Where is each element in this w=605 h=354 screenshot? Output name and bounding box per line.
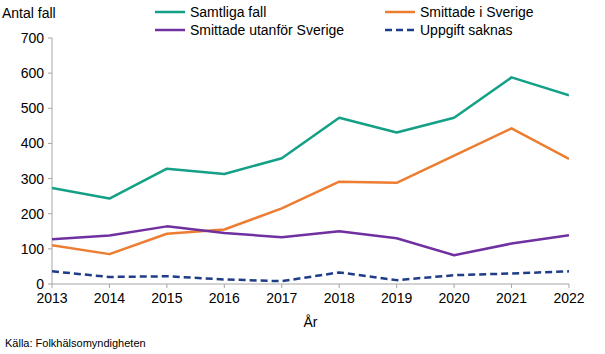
y-tick-label: 100: [21, 241, 45, 257]
x-tick-label: 2016: [209, 290, 240, 306]
legend-swatch: [385, 11, 415, 14]
y-tick-label: 300: [21, 171, 45, 187]
x-tick-label: 2014: [94, 290, 125, 306]
y-tick: [48, 213, 52, 214]
legend-label: Smittade i Sverige: [420, 4, 534, 20]
legend-label: Samtliga fall: [190, 4, 266, 20]
y-axis-label: Antal fall: [2, 5, 56, 21]
legend-swatch: [155, 11, 185, 14]
x-tick-label: 2020: [439, 290, 470, 306]
x-tick-label: 2013: [36, 290, 67, 306]
y-tick: [48, 284, 52, 285]
x-tick-label: 2017: [266, 290, 297, 306]
y-tick: [48, 73, 52, 74]
y-tick-label: 500: [21, 100, 45, 116]
y-tick-label: 600: [21, 65, 45, 81]
x-tick-label: 2019: [381, 290, 412, 306]
legend-label: Smittade utanför Sverige: [190, 22, 344, 38]
x-axis: [52, 284, 569, 285]
x-tick: [454, 284, 455, 288]
x-tick: [511, 284, 512, 288]
y-tick: [48, 38, 52, 39]
x-tick-label: 2021: [496, 290, 527, 306]
x-tick: [396, 284, 397, 288]
y-tick: [48, 108, 52, 109]
x-tick-label: 2022: [553, 290, 584, 306]
y-tick-label: 700: [21, 30, 45, 46]
x-axis-label: År: [304, 314, 318, 330]
legend-swatch: [155, 29, 185, 32]
y-tick-label: 200: [21, 206, 45, 222]
y-tick-label: 400: [21, 135, 45, 151]
x-tick-label: 2015: [151, 290, 182, 306]
legend-swatch: [385, 29, 415, 32]
y-tick: [48, 143, 52, 144]
x-tick: [166, 284, 167, 288]
x-tick: [569, 284, 570, 288]
x-tick: [52, 284, 53, 288]
source: Källa: Folkhälsomyndigheten: [5, 337, 146, 349]
y-tick: [48, 248, 52, 249]
x-tick: [224, 284, 225, 288]
x-tick-label: 2018: [324, 290, 355, 306]
series-line: [52, 271, 569, 281]
chart: 0100200300400500600700201320142015201620…: [0, 0, 605, 354]
y-axis: [52, 38, 53, 284]
x-tick: [281, 284, 282, 288]
plot-area: [52, 77, 569, 281]
legend-label: Uppgift saknas: [420, 22, 513, 38]
x-tick: [109, 284, 110, 288]
x-tick: [339, 284, 340, 288]
series-line: [52, 226, 569, 255]
y-tick: [48, 178, 52, 179]
